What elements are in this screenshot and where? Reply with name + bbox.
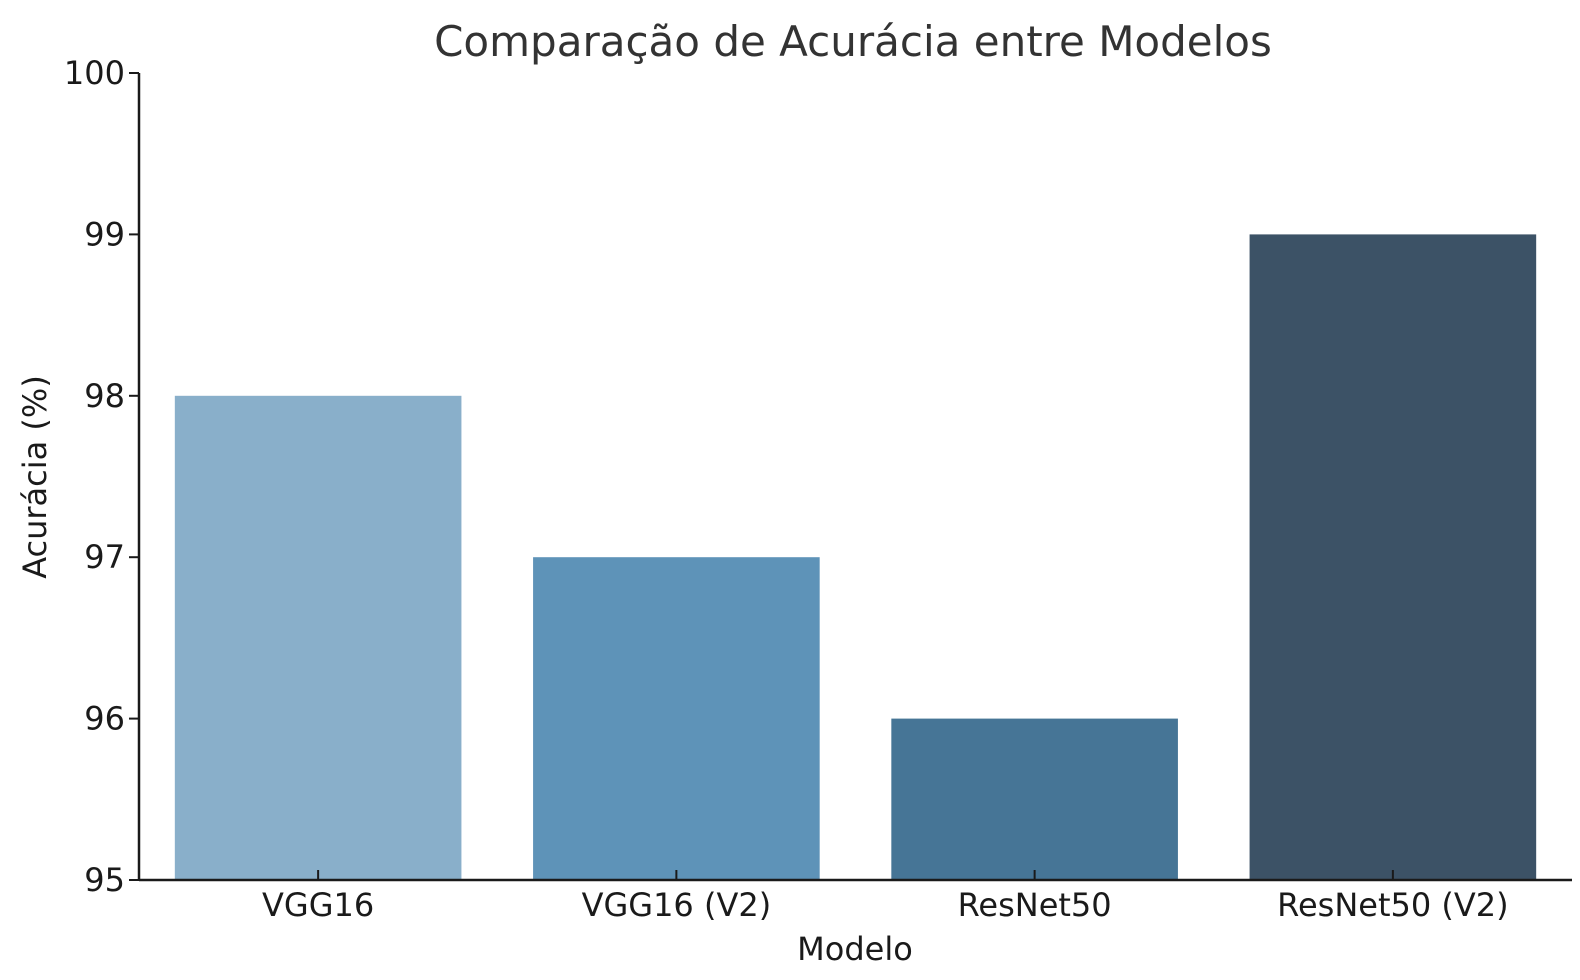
x-axis-label: Modelo (797, 930, 913, 968)
y-tick-label: 98 (84, 377, 125, 415)
y-tick-label: 100 (64, 54, 125, 92)
x-axis-ticks: VGG16 VGG16 (V2) ResNet50 ResNet50 (V2) (262, 870, 1509, 924)
bar-resnet50-v2 (1249, 234, 1537, 880)
bar-vgg16 (174, 395, 462, 880)
bar-resnet50 (891, 718, 1178, 880)
x-tick-label: ResNet50 (V2) (1277, 886, 1508, 924)
y-tick-label: 95 (84, 861, 125, 899)
y-tick-label: 96 (84, 700, 125, 738)
x-tick-label: VGG16 (V2) (582, 886, 772, 924)
bar-vgg16-v2 (533, 557, 820, 880)
bars-group (174, 234, 1537, 880)
chart-title: Comparação de Acurácia entre Modelos (434, 17, 1272, 66)
y-tick-label: 99 (84, 215, 125, 253)
y-tick-label: 97 (84, 538, 125, 576)
y-axis-label: Acurácia (%) (16, 375, 54, 579)
x-tick-label: VGG16 (262, 886, 374, 924)
x-tick-label: ResNet50 (958, 886, 1112, 924)
y-axis-ticks: 95 96 97 98 99 100 (64, 54, 139, 899)
